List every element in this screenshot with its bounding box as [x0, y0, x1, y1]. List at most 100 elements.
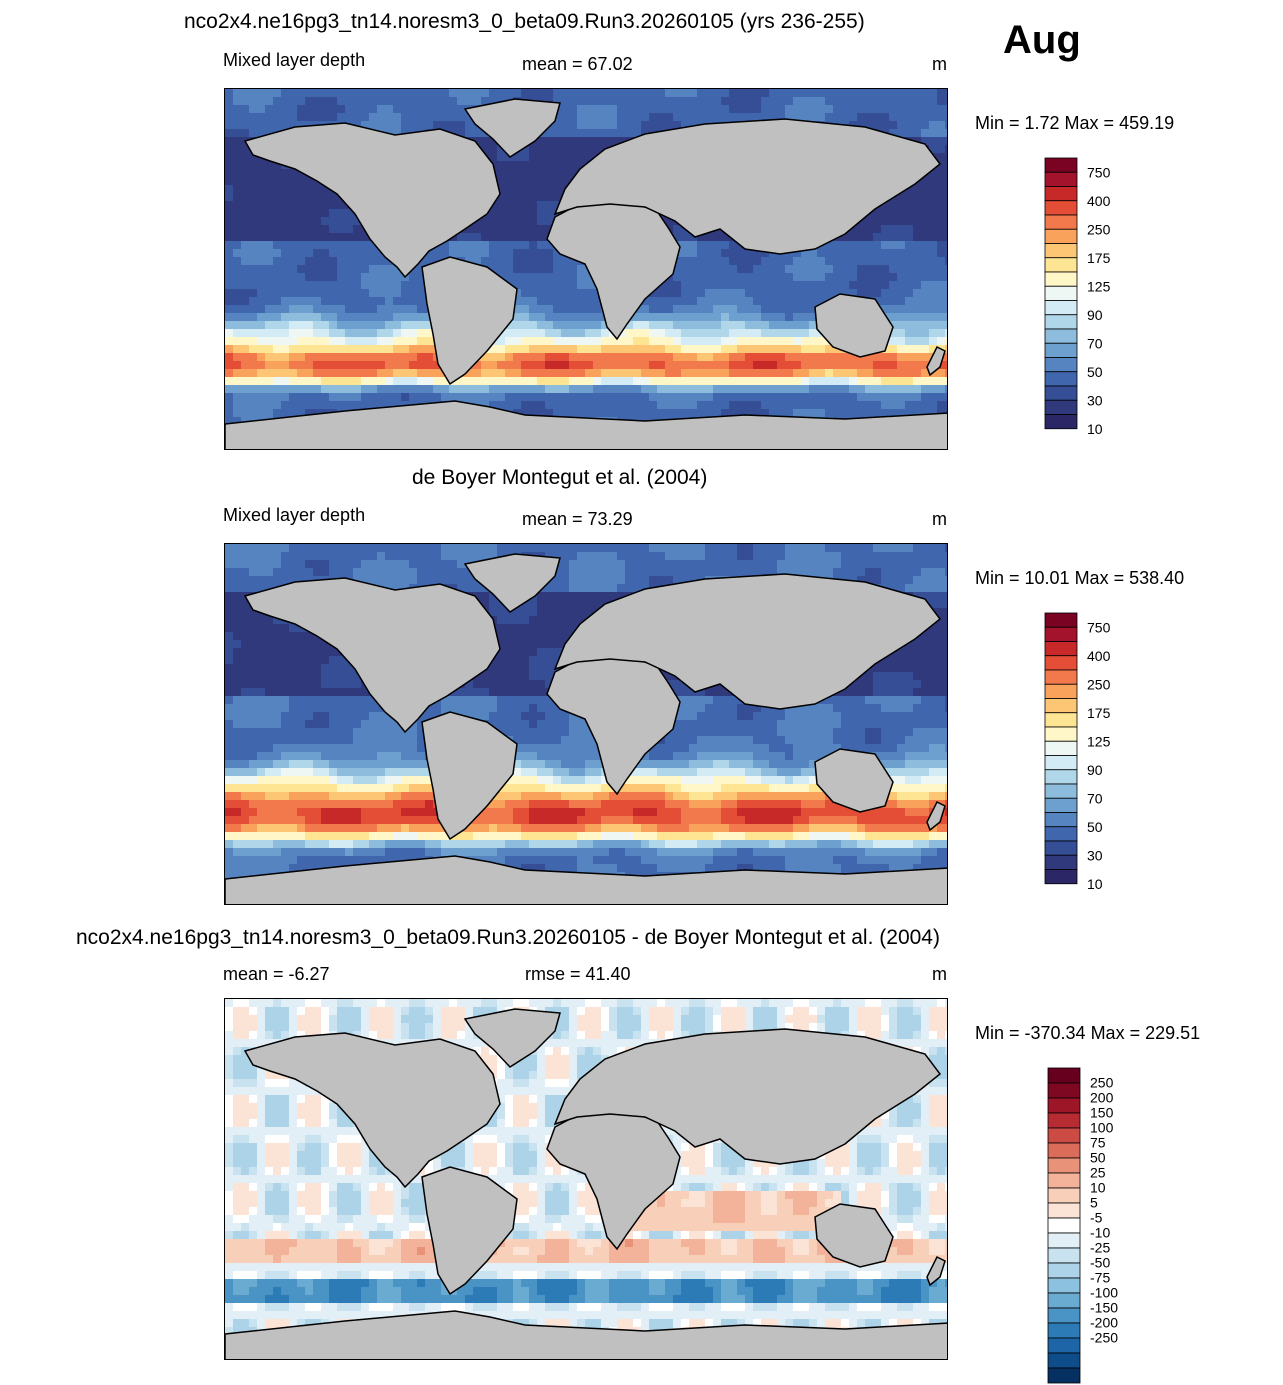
field-cell [649, 401, 658, 410]
field-cell [225, 337, 234, 346]
field-cell [521, 233, 530, 242]
field-cell [297, 393, 306, 402]
field-cell [745, 401, 754, 410]
field-cell [369, 393, 378, 402]
field-cell [369, 273, 378, 282]
field-cell [441, 576, 450, 585]
field-cell [529, 233, 538, 242]
field-cell [553, 169, 562, 178]
field-cell [401, 305, 410, 314]
field-cell [905, 329, 914, 338]
field-cell [625, 568, 634, 577]
field-cell [713, 560, 722, 569]
field-cell [537, 592, 546, 601]
field-cell [249, 105, 258, 114]
field-cell [225, 321, 234, 330]
field-cell [809, 273, 818, 282]
field-cell [689, 105, 698, 114]
field-cell [665, 289, 674, 298]
field-cell [921, 89, 930, 98]
field-cell [681, 297, 690, 306]
field-cell [905, 544, 914, 553]
field-cell [929, 209, 938, 218]
field-cell [401, 89, 410, 98]
field-cell [241, 113, 250, 122]
field-cell [737, 401, 746, 410]
field-cell [537, 345, 546, 354]
field-cell [441, 385, 450, 394]
field-cell [889, 385, 898, 394]
field-cell [361, 393, 370, 402]
field-cell [833, 273, 842, 282]
field-cell [313, 393, 322, 402]
field-cell [641, 449, 650, 450]
field-cell [889, 273, 898, 282]
field-cell [553, 297, 562, 306]
field-cell [761, 281, 770, 290]
field-cell [345, 209, 354, 218]
field-cell [545, 289, 554, 298]
field-cell [249, 153, 258, 162]
field-cell [937, 161, 946, 170]
field-cell [345, 297, 354, 306]
field-cell [521, 273, 530, 282]
field-cell [409, 568, 418, 577]
field-cell [921, 249, 930, 258]
field-cell [873, 89, 882, 98]
field-cell [289, 297, 298, 306]
panel1-mean-label: mean = 67.02 [522, 54, 633, 74]
field-cell [537, 353, 546, 362]
field-cell [449, 560, 458, 569]
field-cell [233, 417, 242, 426]
field-cell [585, 385, 594, 394]
field-cell [937, 185, 946, 194]
field-cell [393, 544, 402, 553]
field-cell [929, 193, 938, 202]
field-cell [489, 209, 498, 218]
field-cell [249, 225, 258, 234]
field-cell [761, 257, 770, 266]
field-cell [585, 113, 594, 122]
field-cell [801, 544, 810, 553]
field-cell [777, 401, 786, 410]
field-cell [761, 345, 770, 354]
field-cell [505, 193, 514, 202]
field-cell [913, 552, 922, 561]
field-cell [913, 249, 922, 258]
field-cell [321, 89, 330, 98]
field-cell [537, 177, 546, 186]
field-cell [321, 401, 330, 410]
field-cell [537, 297, 546, 306]
field-cell [697, 560, 706, 569]
field-cell [577, 161, 586, 170]
field-cell [809, 552, 818, 561]
field-cell [617, 129, 626, 138]
field-cell [569, 377, 578, 386]
field-cell [777, 345, 786, 354]
field-cell [361, 297, 370, 306]
field-cell [513, 225, 522, 234]
field-cell [569, 169, 578, 178]
field-cell [393, 273, 402, 282]
field-cell [545, 401, 554, 410]
field-cell [921, 544, 930, 553]
colorbar-tick-label: 90 [1087, 307, 1103, 323]
field-cell [521, 265, 530, 274]
field-cell [785, 337, 794, 346]
field-cell [241, 129, 250, 138]
field-cell [225, 552, 234, 561]
field-cell [233, 369, 242, 378]
field-cell [681, 313, 690, 322]
field-cell [689, 289, 698, 298]
field-cell [561, 361, 570, 370]
field-cell [289, 233, 298, 242]
field-cell [249, 281, 258, 290]
field-cell [593, 329, 602, 338]
field-cell [793, 105, 802, 114]
field-cell [569, 345, 578, 354]
field-cell [609, 377, 618, 386]
field-cell [577, 297, 586, 306]
field-cell [241, 305, 250, 314]
field-cell [521, 241, 530, 250]
field-cell [361, 305, 370, 314]
